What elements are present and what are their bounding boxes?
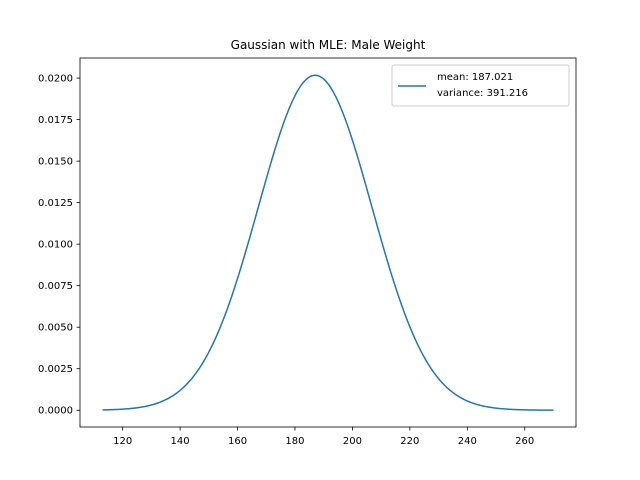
x-tick-label: 120 <box>113 436 132 447</box>
legend-label-mean: mean: 187.021 <box>437 72 513 83</box>
y-tick-label: 0.0100 <box>38 240 73 251</box>
y-tick-label: 0.0000 <box>38 406 73 417</box>
axes-frame <box>79 57 577 428</box>
x-tick-label: 180 <box>285 436 304 447</box>
y-tick-label: 0.0150 <box>38 157 73 168</box>
legend: mean: 187.021 variance: 391.216 <box>391 64 570 107</box>
x-axis: 120 140 160 180 200 220 240 260 <box>113 427 534 447</box>
x-tick-label: 140 <box>171 436 190 447</box>
y-tick-label: 0.0125 <box>38 198 73 209</box>
chart-title: Gaussian with MLE: Male Weight <box>231 38 426 52</box>
x-tick-label: 160 <box>228 436 247 447</box>
x-tick-label: 220 <box>400 436 419 447</box>
y-tick-label: 0.0200 <box>38 74 73 85</box>
legend-label-variance: variance: 391.216 <box>437 88 528 99</box>
y-tick-label: 0.0050 <box>38 323 73 334</box>
series-line-0 <box>102 74 554 411</box>
legend-frame <box>391 64 570 107</box>
x-tick-label: 260 <box>515 436 534 447</box>
y-tick-label: 0.0175 <box>38 115 73 126</box>
y-tick-label: 0.0025 <box>38 364 73 375</box>
y-tick-label: 0.0075 <box>38 281 73 292</box>
x-tick-label: 200 <box>343 436 362 447</box>
plot-area <box>79 57 577 428</box>
y-axis: 0.0000 0.0025 0.0050 0.0075 0.0100 0.0125 0.01… <box>38 74 80 417</box>
x-tick-label: 240 <box>458 436 477 447</box>
